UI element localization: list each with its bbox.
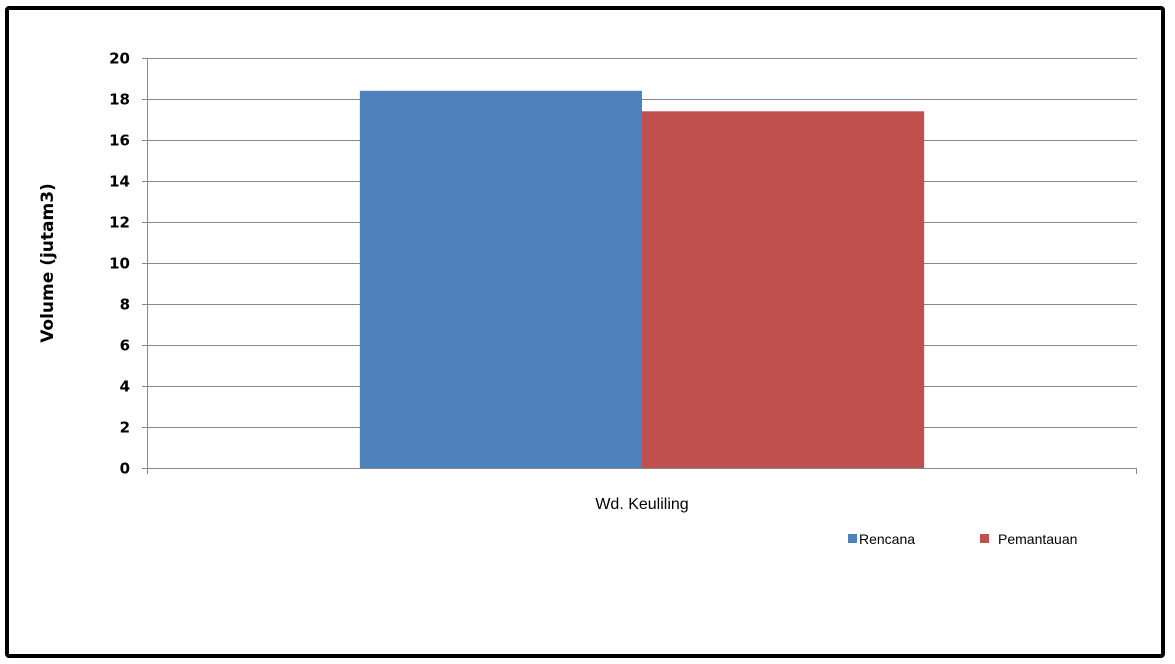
y-tick-labels: 0 2 4 6 8 10 12 14 16 18 20	[109, 50, 130, 478]
y-tick-label: 16	[109, 132, 130, 150]
y-tick-label: 18	[109, 91, 130, 109]
y-tick-label: 0	[120, 460, 130, 478]
bars	[359, 90, 925, 469]
y-tick-label: 6	[120, 337, 130, 355]
legend-swatch-rencana	[848, 534, 857, 543]
bar-pemantauan	[642, 111, 925, 469]
legend-label-rencana: Rencana	[859, 531, 915, 547]
x-tick-label: Wd. Keuliling	[595, 496, 688, 513]
y-tick-label: 12	[109, 214, 130, 232]
y-tick-label: 2	[120, 419, 130, 437]
axes	[142, 58, 1137, 474]
legend-swatch-pemantauan	[980, 534, 989, 543]
y-axis-title: Volume (jutam3)	[38, 183, 58, 343]
y-tick-label: 8	[120, 296, 130, 314]
x-tick-labels: Wd. Keuliling	[595, 496, 688, 513]
legend-label-pemantauan: Pemantauan	[998, 531, 1077, 547]
y-tick-label: 14	[109, 173, 130, 191]
y-tick-label: 20	[109, 50, 130, 68]
y-tick-label: 4	[120, 378, 130, 396]
y-tick-label: 10	[109, 255, 130, 273]
legend: Rencana Pemantauan	[848, 531, 1077, 547]
bar-rencana	[359, 90, 642, 469]
